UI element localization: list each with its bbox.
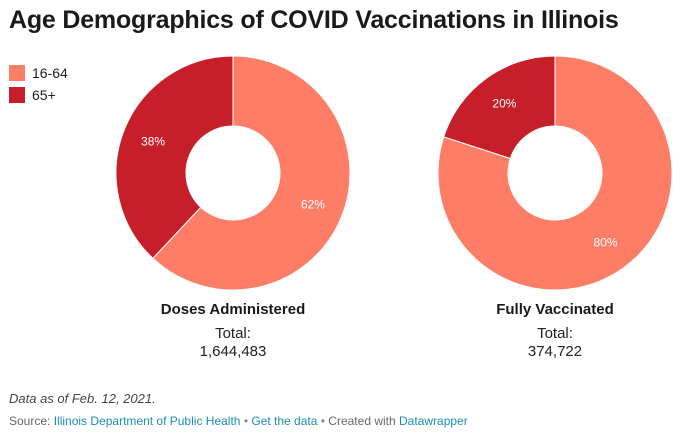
chart-2-caption: Fully Vaccinated Total: 374,722: [435, 301, 675, 360]
legend-item-16-64: 16-64: [9, 62, 68, 84]
chart-2-slice-65-plus: [443, 55, 556, 160]
legend-item-65-plus: 65+: [9, 84, 68, 106]
chart-1-value-label-16-64: 62%: [301, 198, 325, 212]
chart-2-value-label-65-plus: 20%: [492, 96, 516, 110]
donut-charts: 62% 38% 80% 20%: [115, 55, 673, 291]
chart-2-total-label: Total:: [537, 325, 573, 342]
chart-1-caption: Doses Administered Total: 1,644,483: [113, 301, 353, 360]
chart-2-title: Fully Vaccinated: [496, 301, 614, 318]
source-separator-2: •: [320, 414, 325, 428]
source-line: Source: Illinois Department of Public He…: [9, 414, 468, 428]
get-the-data-link[interactable]: Get the data: [251, 414, 318, 428]
legend-label-65-plus: 65+: [32, 87, 56, 103]
chart-1-total: 1,644,483: [199, 343, 267, 360]
chart-1-total-label: Total:: [215, 325, 251, 342]
chart-2-value-label-16-64: 80%: [594, 236, 618, 250]
legend-swatch-16-64: [9, 65, 25, 81]
chart-2-slice-16-64: [437, 55, 673, 291]
legend: 16-64 65+: [9, 62, 68, 106]
legend-swatch-65-plus: [9, 87, 25, 103]
legend-label-16-64: 16-64: [32, 65, 68, 81]
chart-1-title: Doses Administered: [160, 301, 306, 318]
created-with-text: Created with: [328, 414, 396, 428]
source-link-idph[interactable]: Illinois Department of Public Health: [53, 414, 241, 428]
chart-title: Age Demographics of COVID Vaccinations i…: [9, 6, 619, 34]
source-prefix: Source:: [9, 414, 51, 428]
datawrapper-link[interactable]: Datawrapper: [399, 414, 468, 428]
chart-1-slice-65-plus: [115, 55, 234, 259]
chart-1-value-label-65-plus: 38%: [141, 134, 165, 148]
chart-2-total: 374,722: [527, 343, 583, 360]
data-note: Data as of Feb. 12, 2021.: [9, 391, 156, 406]
chart-1-slice-16-64: [152, 55, 351, 291]
source-separator-1: •: [243, 414, 249, 428]
